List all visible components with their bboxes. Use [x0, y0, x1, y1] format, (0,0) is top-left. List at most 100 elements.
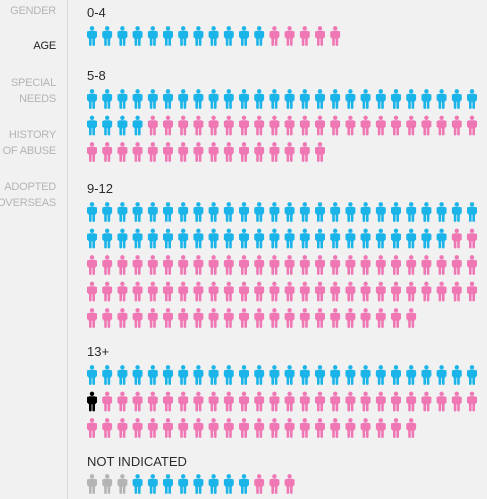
person-icon [163, 391, 173, 412]
person-icon [451, 255, 462, 275]
person-icon [330, 418, 341, 438]
person-icon [284, 115, 295, 136]
person-icon [87, 255, 97, 275]
person-icon [284, 255, 295, 275]
person-icon [254, 115, 265, 136]
nav-adopted-overseas[interactable]: ADOPTED OVERSEAS [0, 181, 56, 209]
person-icon [315, 391, 325, 412]
person-icon [330, 202, 341, 222]
person-icon [223, 365, 234, 385]
person-icon [269, 202, 280, 222]
person-icon [117, 281, 128, 302]
person-icon [239, 255, 249, 275]
person-icon [163, 202, 173, 222]
person-icon [132, 391, 143, 412]
person-icon [269, 26, 280, 46]
person-icon [451, 365, 462, 385]
age-group-label: 5-8 [87, 68, 106, 83]
person-icon [254, 26, 265, 46]
person-icon [254, 391, 265, 412]
person-icon [102, 228, 113, 249]
person-icon [391, 365, 401, 385]
nav-gender[interactable]: GENDER [10, 5, 56, 17]
nav-age[interactable]: AGE [33, 40, 56, 52]
person-icon [117, 228, 128, 249]
person-icon [102, 26, 113, 46]
person-icon [208, 202, 219, 222]
person-icon [299, 391, 310, 412]
person-icon [269, 89, 280, 109]
person-icon [178, 89, 189, 109]
person-icon [178, 202, 189, 222]
person-icon [299, 202, 310, 222]
person-icon [117, 89, 128, 109]
person-icon [406, 202, 417, 222]
person-icon [163, 255, 173, 275]
person-icon [147, 418, 158, 438]
person-icon [360, 418, 371, 438]
person-icon [467, 281, 477, 302]
person-icon [269, 474, 280, 494]
person-icon [254, 418, 265, 438]
person-icon [375, 89, 386, 109]
person-icon [87, 308, 97, 328]
person-icon [436, 281, 447, 302]
person-icon [330, 115, 341, 136]
person-icon [193, 255, 204, 275]
person-icon [223, 89, 234, 109]
person-icon [375, 255, 386, 275]
person-icon [193, 142, 204, 162]
person-icon [345, 281, 356, 302]
person-icon [178, 391, 189, 412]
person-icon [178, 365, 189, 385]
age-group: 0-4 [87, 5, 341, 46]
person-icon [132, 308, 143, 328]
person-icon [451, 89, 462, 109]
person-icon [117, 418, 128, 438]
person-icon [193, 474, 204, 494]
person-icon [467, 255, 477, 275]
person-icon [269, 142, 280, 162]
person-icon [391, 308, 401, 328]
person-icon [375, 308, 386, 328]
person-icon [375, 202, 386, 222]
person-icon [147, 228, 158, 249]
person-icon [284, 89, 295, 109]
person-icon [239, 89, 249, 109]
person-icon [467, 115, 477, 136]
person-icon [223, 115, 234, 136]
nav-special-needs[interactable]: SPECIAL NEEDS [10, 77, 56, 105]
person-icon [269, 255, 280, 275]
person-icon [345, 365, 356, 385]
person-icon [117, 255, 128, 275]
person-icon [223, 228, 234, 249]
person-icon [102, 391, 113, 412]
person-icon [254, 308, 265, 328]
person-icon [360, 365, 371, 385]
person-icon [299, 26, 310, 46]
person-icon [208, 228, 219, 249]
person-icon [284, 365, 295, 385]
person-icon [102, 365, 113, 385]
person-icon [254, 281, 265, 302]
person-icon [254, 202, 265, 222]
person-icon [163, 365, 173, 385]
person-icon [315, 89, 325, 109]
person-icon [391, 228, 401, 249]
person-icon [391, 202, 401, 222]
person-icon [117, 391, 128, 412]
person-icon [345, 89, 356, 109]
nav-history-of-abuse[interactable]: HISTORY OF ABUSE [2, 129, 57, 157]
person-icon [102, 281, 113, 302]
person-icon [178, 142, 189, 162]
person-icon [163, 115, 173, 136]
person-icon [421, 115, 432, 136]
person-icon [163, 26, 173, 46]
person-icon [360, 115, 371, 136]
person-icon [421, 281, 432, 302]
person-icon [315, 255, 325, 275]
person-icon [147, 115, 158, 136]
person-icon [254, 365, 265, 385]
person-icon [163, 281, 173, 302]
person-icon [223, 418, 234, 438]
